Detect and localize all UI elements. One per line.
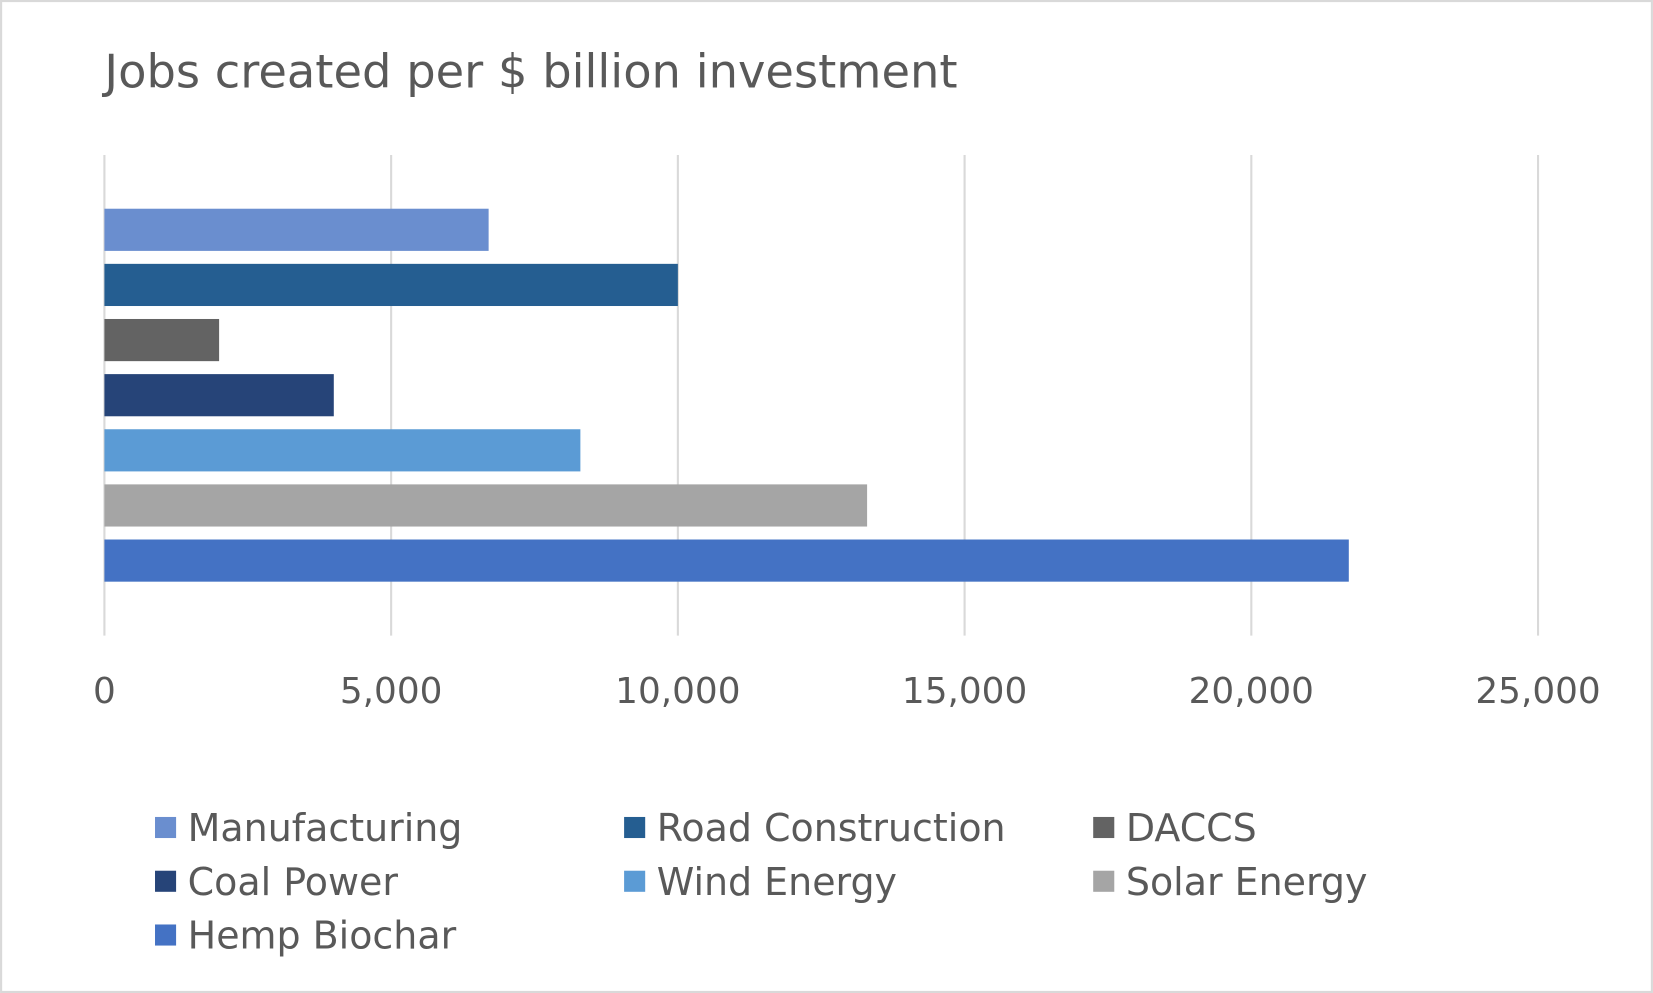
chart-title: Jobs created per $ billion investment	[101, 44, 957, 98]
legend-item: Road Construction	[624, 806, 1006, 850]
legend-swatch	[155, 816, 177, 839]
bar-manufacturing	[104, 208, 489, 251]
legend-item: Wind Energy	[624, 860, 897, 904]
x-tick-label: 15,000	[902, 671, 1027, 712]
bar-hemp-biochar	[104, 539, 1349, 582]
legend-item: DACCS	[1093, 806, 1257, 850]
x-tick-label: 25,000	[1475, 671, 1600, 712]
x-tick-label: 20,000	[1189, 671, 1314, 712]
bar-solar-energy	[104, 484, 868, 527]
legend-label: Manufacturing	[188, 806, 463, 850]
bar-road-construction	[104, 263, 678, 307]
legend-label: Road Construction	[657, 806, 1006, 850]
legend-swatch	[155, 924, 177, 946]
legend-label: Coal Power	[188, 860, 399, 904]
legend-swatch	[155, 870, 177, 892]
x-tick-label: 10,000	[615, 671, 740, 712]
bar-coal-power	[104, 374, 334, 417]
legend-label: DACCS	[1126, 806, 1257, 850]
legend-swatch	[1093, 870, 1115, 892]
legend-item: Manufacturing	[155, 806, 462, 850]
legend-swatch	[1093, 816, 1115, 839]
legend-label: Hemp Biochar	[188, 914, 457, 958]
legend-swatch	[624, 816, 646, 839]
legend-item: Coal Power	[155, 860, 398, 904]
legend-label: Wind Energy	[657, 860, 897, 904]
x-tick-label: 5,000	[340, 671, 443, 712]
x-axis-ticks: 0 5,000 10,000 15,000 20,000 25,000	[93, 671, 1601, 712]
legend-item: Hemp Biochar	[155, 914, 457, 958]
bar-wind-energy	[104, 429, 581, 472]
legend-item: Solar Energy	[1093, 860, 1367, 904]
legend: Manufacturing Road Construction DACCS Coal …	[155, 806, 1367, 958]
legend-label: Solar Energy	[1126, 860, 1368, 904]
x-tick-label: 0	[93, 671, 116, 712]
bars	[104, 208, 1349, 582]
legend-swatch	[624, 870, 646, 892]
bar-daccs	[104, 318, 220, 362]
